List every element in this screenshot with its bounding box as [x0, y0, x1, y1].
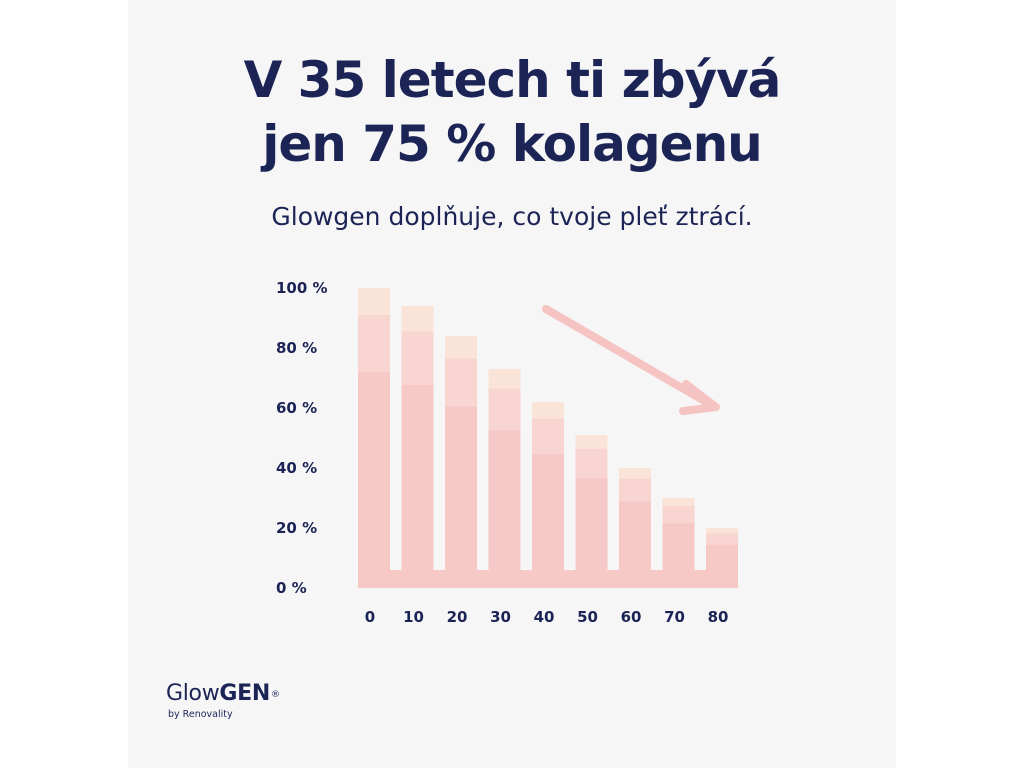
- infographic-card: V 35 letech ti zbývá jen 75 % kolagenu G…: [128, 0, 896, 768]
- bar-bottom-layer: [575, 477, 608, 588]
- bar-bottom-layer: [706, 544, 738, 588]
- subtitle: Glowgen doplňuje, co tvoje pleť ztrácí.: [271, 202, 753, 231]
- bar-0: [358, 288, 390, 588]
- brand-tagline: by Renovality: [168, 709, 233, 720]
- bar-70: [662, 498, 695, 588]
- trend-arrow: [542, 305, 720, 415]
- x-tick-label: 60: [621, 608, 642, 626]
- collagen-bar-chart: 0 10 20 30 40 50 60 70 80 0 % 20 % 40 % 60 % 80 % 100 …: [276, 279, 738, 626]
- headline: V 35 letech ti zbývá jen 75 % kolagenu: [128, 48, 896, 176]
- bar-80: [706, 528, 738, 588]
- x-tick-label: 50: [577, 608, 598, 626]
- y-tick-label: 0 %: [276, 579, 307, 597]
- bar-50: [575, 435, 608, 588]
- bar-bottom-layer: [488, 430, 521, 588]
- bar-40: [532, 402, 564, 588]
- y-tick-label: 100 %: [276, 279, 328, 297]
- x-tick-label: 20: [447, 608, 468, 626]
- x-tick-label: 30: [490, 608, 511, 626]
- brand-logo: GlowGEN® by Renovality: [166, 681, 280, 720]
- headline-line-1: V 35 letech ti zbývá: [243, 51, 782, 109]
- headline-line-2: jen 75 % kolagenu: [262, 115, 763, 173]
- bar-bottom-layer: [532, 454, 564, 588]
- x-tick-label: 40: [534, 608, 555, 626]
- brand-name-light: Glow: [166, 681, 220, 706]
- y-tick-label: 40 %: [276, 459, 317, 477]
- y-tick-label: 60 %: [276, 399, 317, 417]
- bar-bottom-layer: [401, 384, 434, 588]
- brand-name: GlowGEN®: [166, 681, 280, 707]
- bar-20: [445, 336, 477, 588]
- brand-name-bold: GEN: [219, 681, 271, 706]
- x-tick-label: 70: [664, 608, 685, 626]
- bar-30: [488, 369, 521, 588]
- bar-bottom-layer: [445, 406, 477, 588]
- bar-bottom-layer: [662, 523, 695, 588]
- bar-60: [619, 468, 651, 588]
- bar-bottom-layer: [358, 372, 390, 588]
- bar-bottom-layer: [619, 501, 651, 588]
- x-tick-label: 10: [403, 608, 424, 626]
- x-tick-label: 0: [365, 608, 375, 626]
- y-tick-label: 20 %: [276, 519, 317, 537]
- bar-10: [401, 306, 434, 588]
- x-tick-label: 80: [708, 608, 729, 626]
- y-tick-label: 80 %: [276, 339, 317, 357]
- registered-mark: ®: [271, 690, 280, 700]
